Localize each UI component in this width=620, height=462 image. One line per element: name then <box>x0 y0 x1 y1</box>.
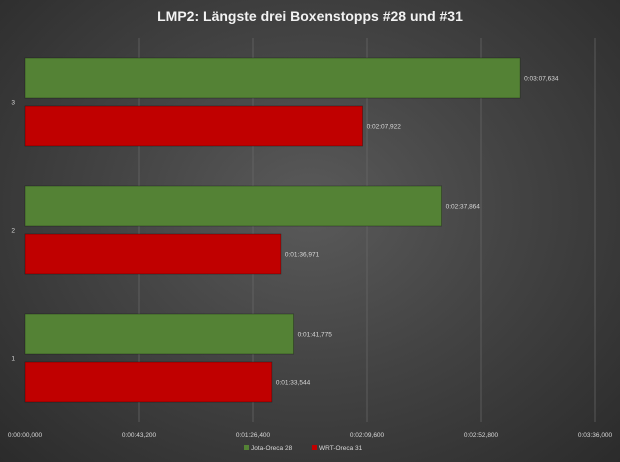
gridlines <box>138 38 596 422</box>
y-tick-label: 3 <box>11 100 15 107</box>
data-label: 0:02:37,864 <box>446 204 481 211</box>
axis-ticks: 0:00:00,000 0:00:43,200 0:01:26,400 0:02:09… <box>8 100 613 440</box>
x-tick-label: 0:00:43,200 <box>122 432 157 439</box>
legend: Jota-Oreca 28 WRT-Oreca 31 <box>244 445 363 452</box>
legend-label: Jota-Oreca 28 <box>251 445 293 452</box>
data-labels: 0:01:41,775 0:01:33,544 0:02:37,864 0:01:36… <box>276 76 559 387</box>
legend-swatch <box>244 445 249 450</box>
bar <box>24 313 294 355</box>
bar <box>24 361 273 403</box>
x-tick-label: 0:02:52,800 <box>464 432 499 439</box>
legend-label: WRT-Oreca 31 <box>319 445 363 452</box>
y-tick-label: 1 <box>11 356 15 363</box>
data-label: 0:03:07,634 <box>524 76 559 83</box>
chart-title: LMP2: Längste drei Boxenstopps #28 und #… <box>157 8 463 24</box>
x-tick-label: 0:02:09,600 <box>350 432 385 439</box>
data-label: 0:02:07,922 <box>367 124 402 131</box>
x-tick-label: 0:00:00,000 <box>8 432 43 439</box>
data-label: 0:01:41,775 <box>298 332 333 339</box>
x-tick-label: 0:03:36,000 <box>578 432 613 439</box>
legend-swatch <box>312 445 317 450</box>
bar <box>24 185 442 227</box>
data-label: 0:01:36,971 <box>285 252 320 259</box>
bar <box>24 57 521 99</box>
x-tick-label: 0:01:26,400 <box>236 432 271 439</box>
bar <box>24 105 363 147</box>
data-label: 0:01:33,544 <box>276 380 311 387</box>
y-tick-label: 2 <box>11 228 15 235</box>
bars <box>24 57 521 403</box>
bar <box>24 233 282 275</box>
